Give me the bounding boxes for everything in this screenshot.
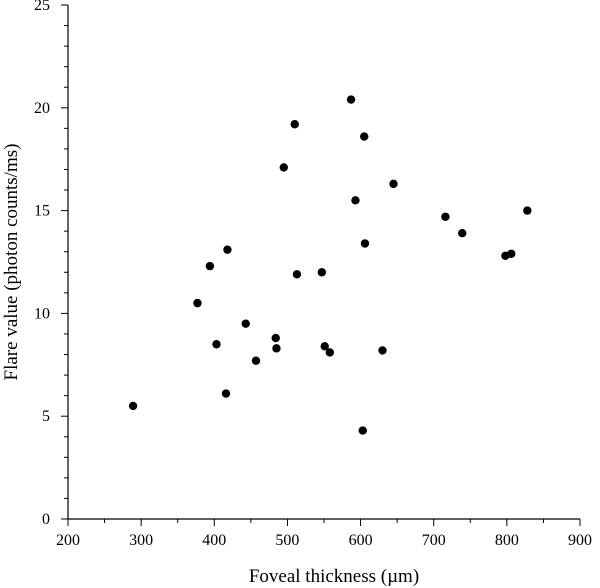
data-point — [358, 426, 367, 435]
data-point — [360, 239, 370, 248]
x-tick-label: 500 — [275, 532, 299, 549]
data-points — [128, 95, 532, 435]
data-point — [360, 132, 369, 141]
y-tick-label: 10 — [34, 305, 50, 322]
y-tick-label: 15 — [34, 203, 50, 220]
x-tick-label: 700 — [422, 532, 446, 549]
data-point — [290, 120, 299, 129]
y-tick-label: 25 — [34, 0, 50, 14]
x-tick-label: 600 — [349, 532, 373, 549]
data-point — [378, 346, 387, 355]
y-axis-ticks: 0 5 10 15 20 25 — [34, 0, 68, 528]
data-point — [389, 179, 398, 189]
x-axis-ticks: 200 300 400 500 600 700 800 900 — [56, 519, 592, 549]
data-point — [128, 401, 138, 411]
x-axis-label: Foveal thickness (µm) — [249, 566, 419, 587]
x-tick-label: 300 — [129, 532, 153, 549]
data-point — [251, 356, 261, 365]
data-point — [271, 333, 280, 343]
data-point — [272, 344, 281, 353]
data-point — [320, 342, 329, 351]
data-point — [221, 389, 231, 398]
data-point — [205, 261, 215, 271]
y-axis-label: Flare value (photon counts/ms) — [1, 144, 22, 381]
data-point — [458, 229, 467, 238]
y-tick-label: 20 — [34, 100, 50, 117]
data-point — [241, 319, 250, 328]
data-point — [351, 196, 360, 205]
data-point — [223, 245, 232, 254]
y-tick-label: 5 — [42, 408, 50, 425]
data-point — [212, 340, 221, 349]
data-point — [292, 270, 302, 279]
data-point — [346, 95, 356, 104]
data-point — [193, 298, 202, 308]
y-tick-label: 0 — [42, 511, 50, 528]
data-point — [523, 206, 532, 215]
axes — [67, 5, 580, 520]
x-tick-label: 200 — [56, 532, 80, 549]
x-tick-label: 400 — [202, 532, 226, 549]
x-tick-label: 800 — [495, 532, 519, 549]
data-point — [325, 348, 335, 357]
data-point — [507, 249, 516, 258]
x-tick-label: 900 — [568, 532, 592, 549]
data-point — [317, 268, 327, 277]
data-point — [441, 212, 450, 221]
data-point — [279, 163, 288, 172]
